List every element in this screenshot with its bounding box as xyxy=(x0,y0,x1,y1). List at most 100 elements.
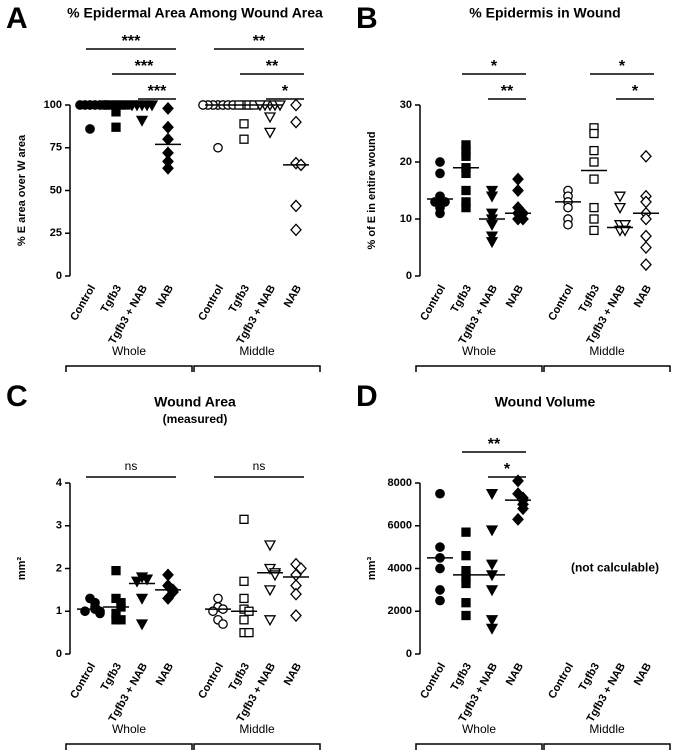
point xyxy=(618,225,632,237)
point xyxy=(589,202,599,213)
point xyxy=(461,610,471,621)
y-axis-label: % of E in entire wound xyxy=(366,132,378,250)
x-tick-label: Control xyxy=(196,283,226,323)
group-bracket xyxy=(415,743,543,750)
panel-letter: B xyxy=(356,2,378,35)
point xyxy=(485,191,499,203)
y-tick-label: 0 xyxy=(56,648,62,660)
point xyxy=(589,157,599,167)
point xyxy=(435,157,445,167)
point xyxy=(640,212,652,226)
point xyxy=(239,615,249,625)
point xyxy=(640,258,652,272)
group-bracket xyxy=(65,365,193,372)
point xyxy=(290,199,302,213)
group-bracket xyxy=(193,365,321,372)
point xyxy=(461,151,471,161)
y-tick-label: 75 xyxy=(50,142,62,154)
point xyxy=(485,525,499,537)
chart-title: Wound Area xyxy=(154,394,236,410)
x-tick-label: NAB xyxy=(504,661,526,688)
group-bracket xyxy=(543,743,671,750)
point xyxy=(111,107,121,117)
significance-label: ** xyxy=(253,33,266,50)
point xyxy=(485,559,499,571)
point xyxy=(213,593,223,604)
point xyxy=(290,587,302,601)
point xyxy=(461,598,471,608)
point xyxy=(461,527,471,537)
x-tick-label: NAB xyxy=(504,283,526,310)
y-tick-label: 50 xyxy=(50,184,62,196)
group-bracket xyxy=(193,743,321,750)
x-tick-label: NAB xyxy=(282,283,304,310)
point xyxy=(111,565,121,576)
point xyxy=(162,120,174,134)
point xyxy=(140,574,154,586)
point xyxy=(239,119,249,129)
point xyxy=(435,542,445,552)
panel: D Wound Volume mm³ 0 2000 4000 6000 8000 Control… xyxy=(356,380,671,750)
significance-label: *** xyxy=(148,83,167,100)
group-bracket xyxy=(543,365,671,372)
y-tick-label: 0 xyxy=(406,648,412,660)
point xyxy=(589,128,599,139)
point xyxy=(485,623,499,635)
point xyxy=(618,220,632,232)
point xyxy=(213,142,223,153)
point xyxy=(263,585,277,597)
x-tick-label: Control xyxy=(418,283,448,323)
point xyxy=(485,185,499,197)
point xyxy=(512,184,524,197)
group-bracket xyxy=(415,365,543,372)
x-tick-label: Control xyxy=(418,661,448,701)
point xyxy=(290,223,302,237)
point xyxy=(162,568,174,582)
point xyxy=(95,608,105,619)
x-tick-label: Tgfb3 xyxy=(449,283,474,315)
point xyxy=(162,591,174,605)
point xyxy=(640,241,652,254)
significance-label: *** xyxy=(122,33,141,50)
point xyxy=(435,208,445,219)
y-axis-label: % E area over W area xyxy=(16,134,28,246)
panel: A % Epidermal Area Among Wound Area % E ar… xyxy=(6,2,323,372)
significance-label: * xyxy=(491,58,498,75)
point xyxy=(130,576,144,588)
x-tick-label: NAB xyxy=(282,661,304,688)
significance-label: ** xyxy=(488,436,501,453)
point xyxy=(239,134,249,144)
panel: B % Epidermis in Wound % of E in entire wo… xyxy=(356,2,671,372)
point xyxy=(563,202,573,213)
point xyxy=(485,208,499,220)
point xyxy=(435,488,445,499)
x-tick-label: NAB xyxy=(632,283,654,310)
point xyxy=(162,101,174,115)
y-tick-label: 8000 xyxy=(388,477,412,489)
significance-label: ** xyxy=(501,83,514,100)
point xyxy=(485,231,499,243)
group-label: Whole xyxy=(112,722,146,736)
point xyxy=(512,474,524,488)
group-label: Middle xyxy=(239,344,275,358)
y-tick-label: 4000 xyxy=(388,562,412,574)
chart-title: % Epidermis in Wound xyxy=(469,5,620,21)
point xyxy=(263,540,277,552)
x-tick-label: Control xyxy=(546,661,576,701)
significance-label: ns xyxy=(125,459,138,473)
point xyxy=(461,168,471,179)
point xyxy=(485,585,499,597)
y-tick-label: 2000 xyxy=(388,605,412,617)
y-tick-label: 30 xyxy=(400,99,412,111)
point xyxy=(589,214,599,224)
annotation: (not calculable) xyxy=(571,561,659,575)
x-tick-label: Tgfb3 xyxy=(577,661,602,693)
group-label: Whole xyxy=(112,344,146,358)
x-tick-label: Tgfb3 xyxy=(99,661,124,693)
point xyxy=(135,115,149,127)
point xyxy=(208,606,218,617)
point xyxy=(485,489,499,501)
point xyxy=(239,576,249,586)
point xyxy=(263,127,277,139)
point xyxy=(517,502,529,516)
